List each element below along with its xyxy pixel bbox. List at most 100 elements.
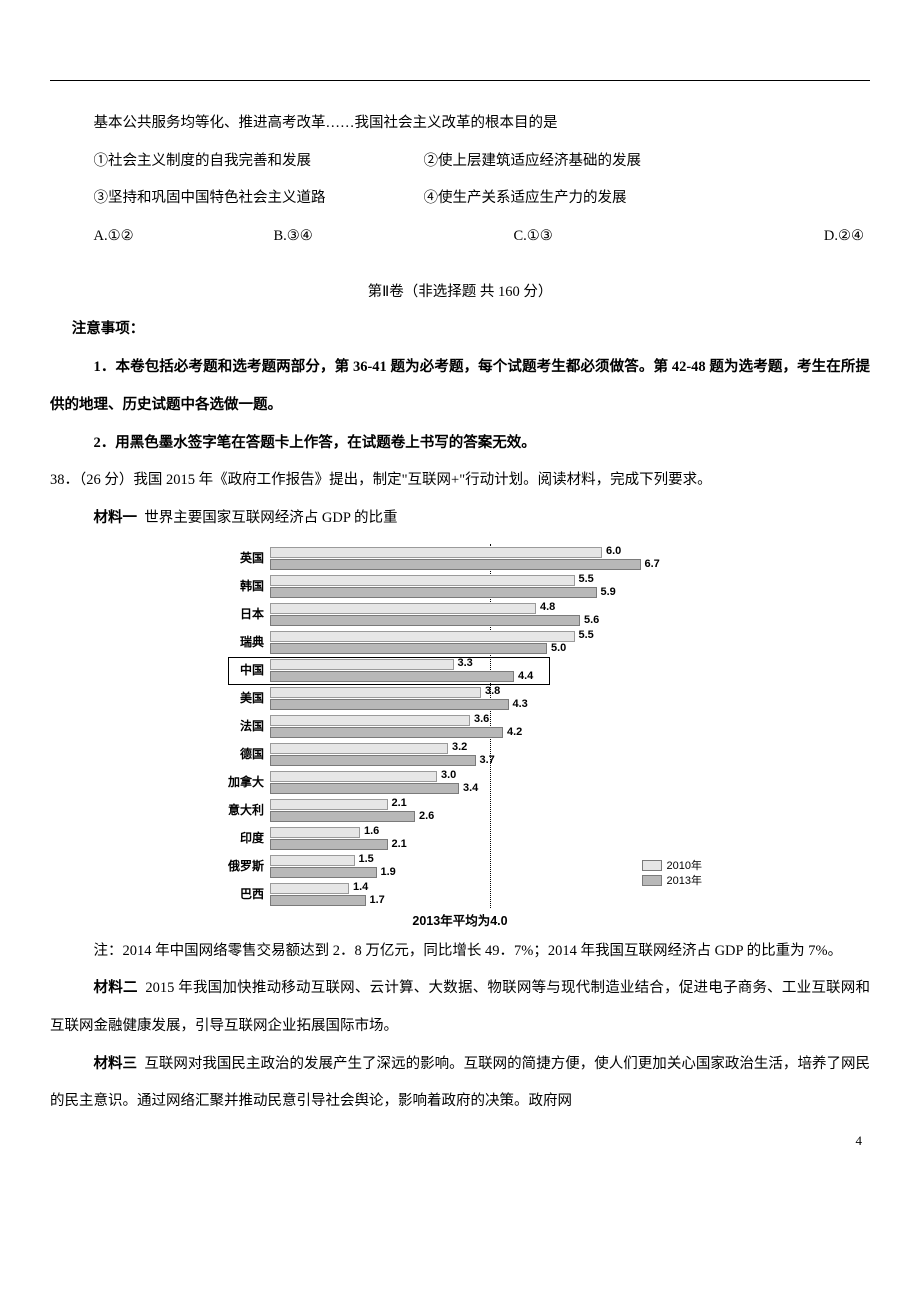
bar-2010 xyxy=(270,575,575,586)
bar-2010 xyxy=(270,603,536,614)
value-2010: 1.5 xyxy=(359,853,374,865)
page-number: 4 xyxy=(856,1133,863,1149)
avg-caption: 2013年平均为4.0 xyxy=(200,910,720,929)
q35-A: A.①② xyxy=(94,218,274,256)
value-2013: 4.4 xyxy=(518,670,533,682)
legend: 2010年2013年 xyxy=(642,858,702,888)
q35-answers: A.①② B.③④ C.①③ D.②④ xyxy=(50,218,870,256)
chart-row: 法国 3.6 4.2 xyxy=(200,712,720,740)
q35-opts-34: ③坚持和巩固中国特色社会主义道路 ④使生产关系适应生产力的发展 xyxy=(50,180,870,218)
legend-item: 2010年 xyxy=(642,858,702,873)
value-2013: 4.3 xyxy=(513,698,528,710)
bar-2010 xyxy=(270,771,437,782)
value-2010: 3.3 xyxy=(458,657,473,669)
m1-label: 材料一 xyxy=(94,510,138,526)
bars-cell: 1.6 2.1 xyxy=(270,824,720,852)
legend-label: 2013年 xyxy=(667,872,702,888)
category-label: 德国 xyxy=(200,740,270,768)
category-label: 中国 xyxy=(200,656,270,684)
bar-2013 xyxy=(270,783,459,794)
chart-row: 英国 6.0 6.7 xyxy=(200,544,720,572)
material-2: 材料二 2015 年我国加快推动移动互联网、云计算、大数据、物联网等与现代制造业… xyxy=(50,970,870,1045)
legend-label: 2010年 xyxy=(667,857,702,873)
top-rule xyxy=(50,80,870,81)
bars-cell: 6.0 6.7 xyxy=(270,544,720,572)
bar-2013 xyxy=(270,587,597,598)
category-label: 加拿大 xyxy=(200,768,270,796)
chart-row: 德国 3.2 3.7 xyxy=(200,740,720,768)
value-2010: 3.2 xyxy=(452,741,467,753)
value-2010: 1.6 xyxy=(364,825,379,837)
chart-row: 日本4.85.6 xyxy=(200,600,720,628)
bars-cell: 3.2 3.7 xyxy=(270,740,720,768)
q35-opt4: ④使生产关系适应生产力的发展 xyxy=(424,180,871,218)
bar-2010 xyxy=(270,855,355,866)
value-2013: 1.9 xyxy=(381,866,396,878)
legend-swatch xyxy=(642,860,662,871)
bar-2010 xyxy=(270,659,454,670)
bar-2010 xyxy=(270,631,575,642)
bar-2013 xyxy=(270,895,366,906)
category-label: 英国 xyxy=(200,544,270,572)
value-2013: 2.1 xyxy=(392,838,407,850)
bar-2013 xyxy=(270,615,580,626)
m1-note: 注：2014 年中国网络零售交易额达到 2．8 万亿元，同比增长 49．7%；2… xyxy=(50,933,870,971)
bar-2010 xyxy=(270,687,481,698)
m3-label: 材料三 xyxy=(94,1056,138,1072)
category-label: 法国 xyxy=(200,712,270,740)
chart-row: 美国 3.8 4.3 xyxy=(200,684,720,712)
value-2010: 3.0 xyxy=(441,769,456,781)
bar-2013 xyxy=(270,839,388,850)
bar-2010 xyxy=(270,743,448,754)
chart-row: 瑞典 5.5 5.0 xyxy=(200,628,720,656)
chart-row: 韩国 5.5 5.9 xyxy=(200,572,720,600)
chart-row: 印度1.62.1 xyxy=(200,824,720,852)
value-2010: 5.5 xyxy=(579,573,594,585)
bars-cell: 5.5 5.9 xyxy=(270,572,720,600)
bar-2010 xyxy=(270,827,360,838)
material-1: 材料一 世界主要国家互联网经济占 GDP 的比重 xyxy=(50,500,870,538)
m2-label: 材料二 xyxy=(94,980,138,996)
bars-cell: 4.85.6 xyxy=(270,600,720,628)
q35-opt2: ②使上层建筑适应经济基础的发展 xyxy=(424,143,871,181)
value-2010: 1.4 xyxy=(353,881,368,893)
value-2010: 6.0 xyxy=(606,545,621,557)
notice-2: 2．用黑色墨水签字笔在答题卡上作答，在试题卷上书写的答案无效。 xyxy=(50,425,870,463)
category-label: 美国 xyxy=(200,684,270,712)
category-label: 日本 xyxy=(200,600,270,628)
q35-D: D.②④ xyxy=(754,218,871,256)
q35-stem-cont: 基本公共服务均等化、推进高考改革……我国社会主义改革的根本目的是 xyxy=(50,105,870,143)
bar-2010 xyxy=(270,799,388,810)
notice-1: 1．本卷包括必考题和选考题两部分，第 36-41 题为必考题，每个试题考生都必须… xyxy=(50,349,870,424)
legend-swatch xyxy=(642,875,662,886)
bar-2010 xyxy=(270,547,602,558)
m1-text: 世界主要国家互联网经济占 GDP 的比重 xyxy=(144,510,397,526)
bars-cell: 2.12.6 xyxy=(270,796,720,824)
bars-cell: 3.6 4.2 xyxy=(270,712,720,740)
value-2013: 4.2 xyxy=(507,726,522,738)
bar-2013 xyxy=(270,755,476,766)
m2-text: 2015 年我国加快推动移动互联网、云计算、大数据、物联网等与现代制造业结合，促… xyxy=(50,980,870,1034)
category-label: 韩国 xyxy=(200,572,270,600)
category-label: 瑞典 xyxy=(200,628,270,656)
chart-row: 加拿大3.03.4 xyxy=(200,768,720,796)
bar-2010 xyxy=(270,715,470,726)
bar-2013 xyxy=(270,727,503,738)
value-2010: 3.8 xyxy=(485,685,500,697)
value-2013: 5.9 xyxy=(601,586,616,598)
value-2013: 3.7 xyxy=(480,754,495,766)
bars-cell: 3.3 4.4 xyxy=(270,656,720,684)
value-2013: 6.7 xyxy=(645,558,660,570)
value-2010: 3.6 xyxy=(474,713,489,725)
legend-item: 2013年 xyxy=(642,873,702,888)
category-label: 俄罗斯 xyxy=(200,852,270,880)
bar-2013 xyxy=(270,699,509,710)
value-2010: 5.5 xyxy=(579,629,594,641)
value-2013: 5.0 xyxy=(551,642,566,654)
bar-2013 xyxy=(270,643,547,654)
bar-2013 xyxy=(270,559,641,570)
value-2013: 2.6 xyxy=(419,810,434,822)
bars-cell: 5.5 5.0 xyxy=(270,628,720,656)
notice-head: 注意事项： xyxy=(50,311,870,349)
section2-title: 第Ⅱ卷（非选择题 共 160 分） xyxy=(50,274,870,312)
